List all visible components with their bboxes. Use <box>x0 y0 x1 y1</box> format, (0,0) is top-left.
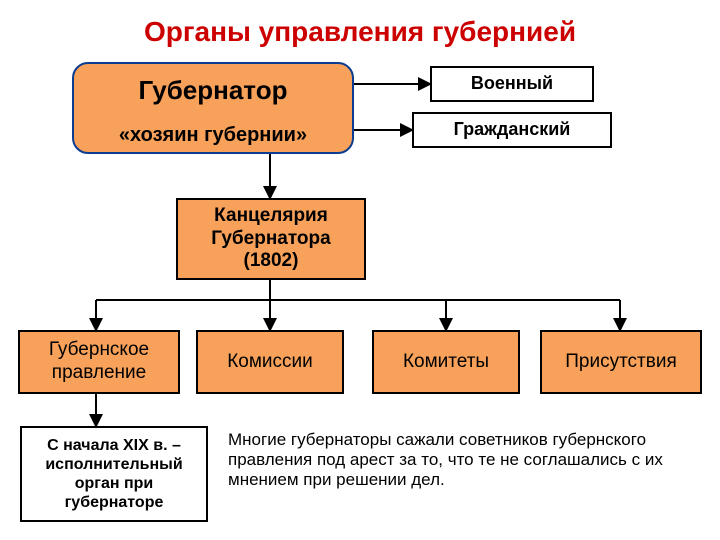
branch-box: Губернское правление <box>18 330 180 394</box>
branch-box: Присутствия <box>540 330 702 394</box>
branch-box: Комиссии <box>196 330 344 394</box>
branch-box: Комитеты <box>372 330 520 394</box>
side-box: Военный <box>430 66 594 102</box>
side-box: Гражданский <box>412 112 612 148</box>
governor-main-label: Губернатор <box>74 64 352 118</box>
note-box: С начала XIX в. – исполнительный орган п… <box>20 426 208 522</box>
governor-box: Губернатор «хозяин губернии» <box>72 62 354 154</box>
page-title: Органы управления губернией <box>60 16 660 48</box>
chancery-box: Канцелярия Губернатора (1802) <box>176 198 366 280</box>
footnote-text: Многие губернаторы сажали советников губ… <box>228 430 698 490</box>
governor-sub-label: «хозяин губернии» <box>74 118 352 152</box>
